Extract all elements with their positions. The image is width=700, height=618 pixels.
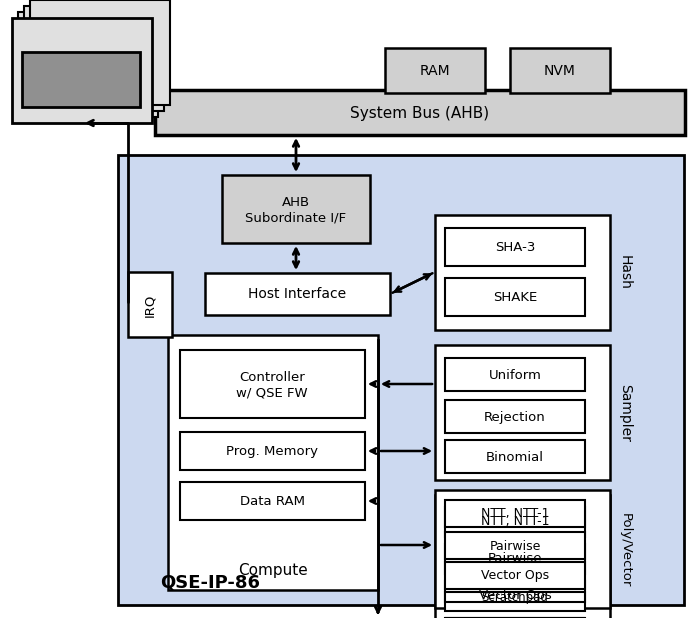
- Text: Pairwise: Pairwise: [489, 540, 540, 552]
- Text: RAM: RAM: [420, 64, 450, 78]
- Text: w/ QSE FW: w/ QSE FW: [236, 386, 308, 399]
- Bar: [445, 228, 585, 266]
- Text: Host CPU: Host CPU: [47, 27, 118, 43]
- Bar: [435, 495, 610, 618]
- Bar: [445, 507, 585, 537]
- Bar: [445, 400, 585, 433]
- Text: Binomial: Binomial: [486, 451, 544, 464]
- Bar: [24, 6, 164, 111]
- Bar: [385, 48, 485, 93]
- Bar: [445, 500, 585, 527]
- Text: Rejection: Rejection: [484, 410, 546, 423]
- Text: Host Interface: Host Interface: [248, 287, 346, 301]
- Text: Poly/Vector: Poly/Vector: [619, 513, 631, 587]
- Text: AHB: AHB: [282, 195, 310, 208]
- Bar: [18, 12, 158, 117]
- Text: SHA-3: SHA-3: [495, 240, 536, 253]
- Bar: [435, 215, 610, 330]
- Bar: [222, 175, 370, 243]
- Text: System Bus (AHB): System Bus (AHB): [351, 106, 489, 121]
- Bar: [445, 358, 585, 391]
- Text: QSE-IP-86: QSE-IP-86: [160, 574, 260, 592]
- Bar: [128, 272, 172, 337]
- Bar: [445, 278, 585, 316]
- Bar: [22, 52, 140, 107]
- Bar: [205, 273, 390, 315]
- Bar: [180, 482, 365, 520]
- Text: Vector Ops: Vector Ops: [481, 570, 549, 583]
- Bar: [445, 532, 585, 559]
- Bar: [445, 440, 585, 473]
- Text: Prog. Memory: Prog. Memory: [226, 444, 318, 457]
- Bar: [435, 345, 610, 480]
- Bar: [445, 544, 585, 574]
- Text: Uniform: Uniform: [489, 368, 541, 381]
- Bar: [12, 18, 152, 123]
- Text: NTT, NTT-1: NTT, NTT-1: [481, 515, 550, 528]
- Text: Subordinate I/F: Subordinate I/F: [246, 211, 346, 224]
- Bar: [435, 490, 610, 608]
- Bar: [168, 335, 378, 590]
- Text: Vector Ops: Vector Ops: [479, 590, 552, 603]
- Text: Pairwise: Pairwise: [488, 552, 542, 565]
- Text: Sampler: Sampler: [618, 384, 632, 442]
- Bar: [445, 592, 585, 602]
- Bar: [510, 48, 610, 93]
- Text: SHAKE: SHAKE: [493, 290, 537, 303]
- Text: Scratchpad: Scratchpad: [482, 591, 548, 604]
- Text: NTT, NTT-1: NTT, NTT-1: [481, 507, 550, 520]
- Bar: [180, 432, 365, 470]
- Bar: [180, 350, 365, 418]
- Bar: [445, 562, 585, 589]
- Text: Host App: Host App: [50, 72, 113, 86]
- Text: NVM: NVM: [544, 64, 576, 78]
- Bar: [155, 90, 685, 135]
- Text: Compute: Compute: [238, 562, 308, 577]
- Text: IRQ: IRQ: [144, 294, 157, 316]
- Text: Data RAM: Data RAM: [239, 494, 304, 507]
- Bar: [118, 155, 684, 605]
- Bar: [445, 581, 585, 611]
- Bar: [30, 0, 170, 105]
- Text: Controller: Controller: [239, 371, 305, 384]
- Text: Hash: Hash: [618, 255, 632, 289]
